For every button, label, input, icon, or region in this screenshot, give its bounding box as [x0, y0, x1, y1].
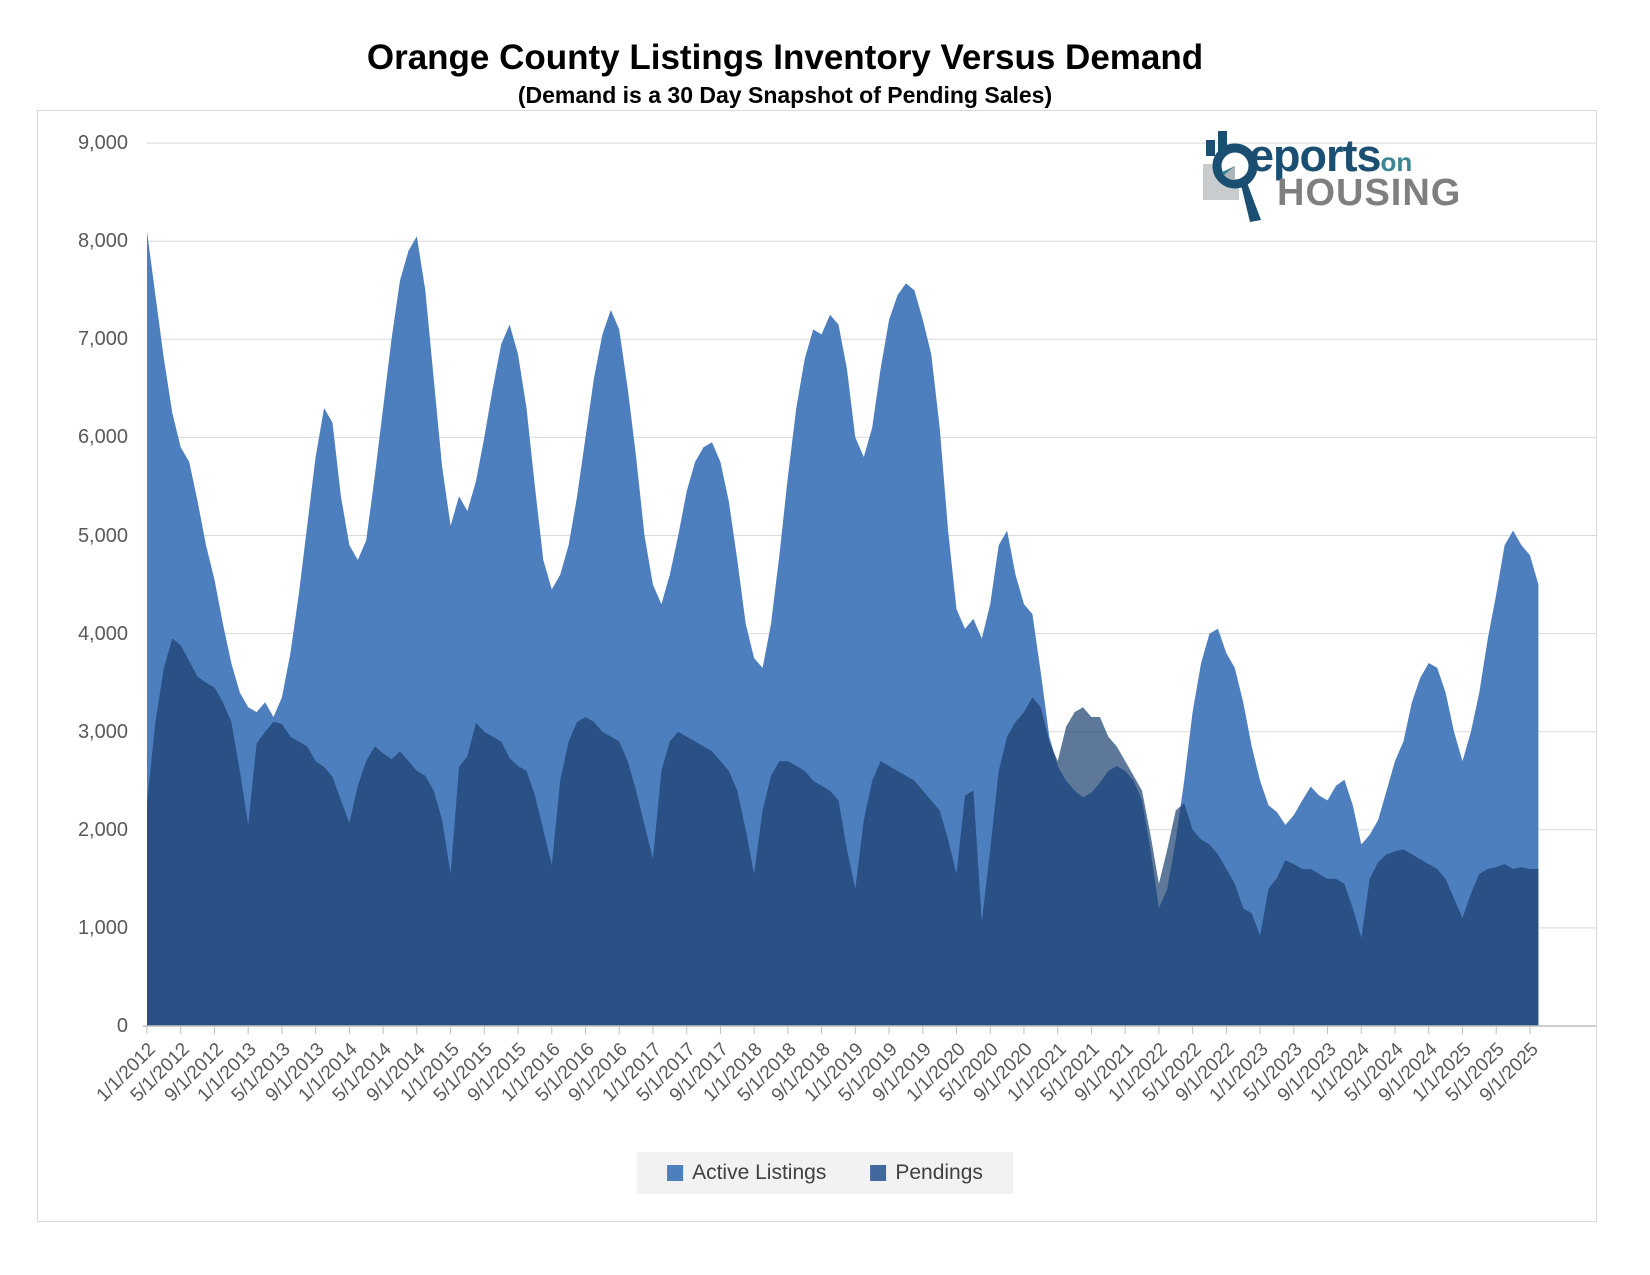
y-axis-label: 3,000	[77, 720, 128, 743]
y-axis-label: 9,000	[77, 132, 128, 155]
chart-title: Orange County Listings Inventory Versus …	[366, 38, 1204, 77]
legend-label-pendings: Pendings	[895, 1161, 983, 1184]
y-axis-label: 0	[116, 1015, 128, 1037]
y-axis-label: 1,000	[77, 916, 128, 939]
y-axis-label: 7,000	[77, 328, 128, 351]
logo-magnifier-icon	[1203, 131, 1261, 222]
logo-text-reports: eports	[1249, 130, 1382, 181]
y-axis-label: 4,000	[77, 622, 128, 645]
pendings-swatch	[870, 1165, 887, 1181]
y-axis-label: 8,000	[77, 230, 128, 253]
reports-on-housing-logo: eportson HOUSING	[1203, 128, 1465, 228]
legend: Active Listings Pendings	[637, 1152, 1013, 1194]
legend-item-pendings[interactable]: Pendings	[870, 1161, 983, 1185]
legend-item-active-listings[interactable]: Active Listings	[667, 1161, 826, 1185]
pendings-area	[147, 638, 1539, 1026]
active-listings-swatch	[667, 1165, 684, 1181]
logo-wordmark-line1: eportson	[1249, 130, 1412, 182]
logo-text-on: on	[1380, 147, 1413, 177]
chart-subtitle: (Demand is a 30 Day Snapshot of Pending …	[517, 82, 1053, 108]
logo-text-housing: HOUSING	[1277, 172, 1462, 214]
y-axis-label: 6,000	[77, 426, 128, 449]
legend-label-active-listings: Active Listings	[692, 1161, 827, 1184]
y-axis-label: 2,000	[77, 818, 128, 841]
y-axis-label: 5,000	[77, 524, 128, 547]
